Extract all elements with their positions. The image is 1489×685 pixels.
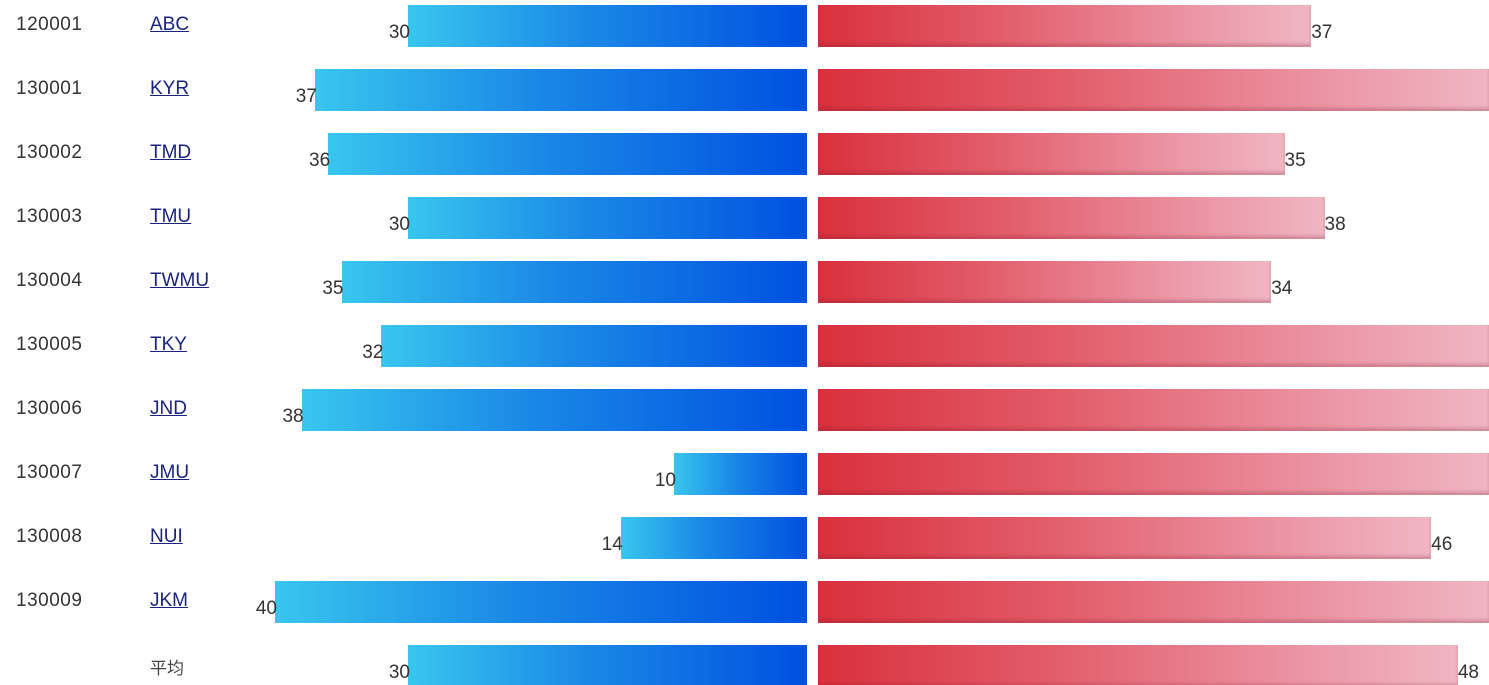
bar-right xyxy=(818,133,1285,175)
row-name-link[interactable]: JND xyxy=(150,398,187,419)
table-row: 130007 JMU 10 xyxy=(0,448,1489,512)
row-name-link[interactable]: JKM xyxy=(150,590,188,611)
bar-right xyxy=(818,453,1489,495)
row-name-link[interactable]: NUI xyxy=(150,526,183,547)
data-label-left: 30 xyxy=(388,662,410,683)
row-name-link[interactable]: TWMU xyxy=(150,270,210,291)
bar-right xyxy=(818,581,1489,623)
row-code: 130005 xyxy=(16,334,83,355)
data-label-left: 10 xyxy=(654,470,676,491)
bar-left xyxy=(620,517,807,559)
row-code: 130006 xyxy=(16,398,83,419)
row-name-link[interactable]: TMD xyxy=(150,142,192,163)
bar-right xyxy=(818,325,1489,367)
data-label-left: 40 xyxy=(255,598,277,619)
row-name-link[interactable]: ABC xyxy=(150,14,190,35)
bar-right xyxy=(818,645,1458,685)
bar-left xyxy=(341,261,807,303)
table-row: 130009 JKM 40 xyxy=(0,576,1489,640)
bar-right xyxy=(818,389,1489,431)
data-label-left: 37 xyxy=(295,86,317,107)
row-name-link[interactable]: TKY xyxy=(150,334,187,355)
table-row: 平均 30 48 xyxy=(0,640,1489,685)
bar-right xyxy=(818,5,1312,47)
row-code: 130009 xyxy=(16,590,83,611)
data-label-left: 36 xyxy=(309,150,331,171)
bar-left xyxy=(408,645,807,685)
row-code: 130001 xyxy=(16,78,83,99)
data-label-right: 48 xyxy=(1457,662,1479,683)
table-row: 130001 KYR 37 xyxy=(0,64,1489,128)
bar-right xyxy=(818,517,1432,559)
bar-left xyxy=(275,581,807,623)
row-name-link[interactable]: KYR xyxy=(150,78,190,99)
data-label-left: 30 xyxy=(388,22,410,43)
table-row: 130004 TWMU 35 34 xyxy=(0,256,1489,320)
row-name-link[interactable]: TMU xyxy=(150,206,192,227)
data-label-right: 37 xyxy=(1311,22,1333,43)
bar-left xyxy=(674,453,807,495)
data-label-left: 32 xyxy=(362,342,384,363)
data-label-left: 30 xyxy=(388,214,410,235)
bar-left xyxy=(328,133,807,175)
bar-right xyxy=(818,197,1325,239)
bar-left xyxy=(314,69,807,111)
data-label-left: 14 xyxy=(601,534,623,555)
bar-left xyxy=(381,325,807,367)
data-label-right: 46 xyxy=(1431,534,1453,555)
bar-right xyxy=(818,69,1489,111)
row-code: 130007 xyxy=(16,462,83,483)
row-code: 130008 xyxy=(16,526,83,547)
table-row: 130005 TKY 32 xyxy=(0,320,1489,384)
data-label-right: 35 xyxy=(1284,150,1306,171)
table-row: 130006 JND 38 xyxy=(0,384,1489,448)
data-label-right: 38 xyxy=(1324,214,1346,235)
row-code: 130004 xyxy=(16,270,83,291)
row-code: 120001 xyxy=(16,14,83,35)
bar-left xyxy=(408,197,807,239)
bar-right xyxy=(818,261,1272,303)
row-name-link[interactable]: JMU xyxy=(150,462,190,483)
data-label-right: 34 xyxy=(1271,278,1293,299)
row-name-label: 平均 xyxy=(150,659,184,678)
row-code: 130003 xyxy=(16,206,83,227)
bar-left xyxy=(301,389,807,431)
table-row: 130002 TMD 36 35 xyxy=(0,128,1489,192)
table-row: 120001 ABC 30 37 xyxy=(0,0,1489,64)
data-label-left: 38 xyxy=(282,406,304,427)
bar-left xyxy=(408,5,807,47)
data-label-left: 35 xyxy=(322,278,344,299)
table-row: 130008 NUI 14 46 xyxy=(0,512,1489,576)
table-row: 130003 TMU 30 38 xyxy=(0,192,1489,256)
row-code: 130002 xyxy=(16,142,83,163)
